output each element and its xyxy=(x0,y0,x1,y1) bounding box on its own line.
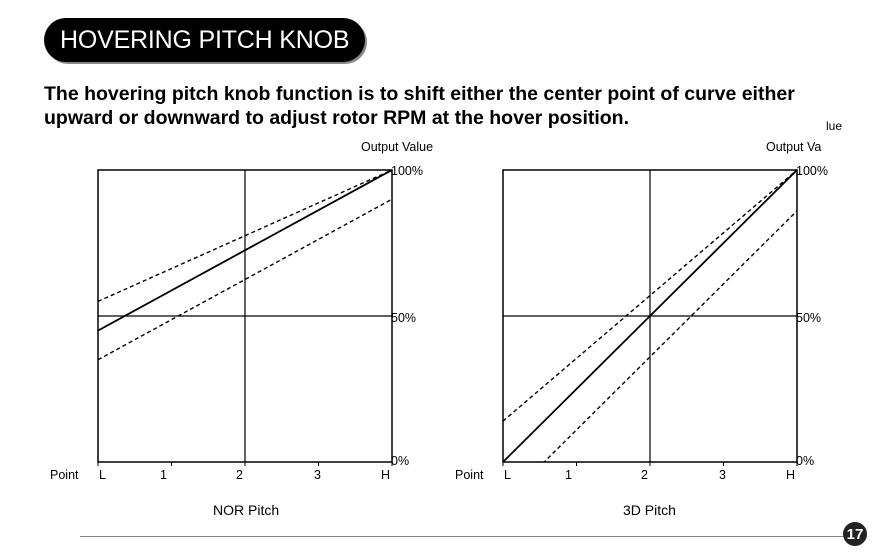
x-tick-2: 2 xyxy=(236,468,243,482)
x-axis-prefix: Point xyxy=(455,468,484,482)
x-tick-2: 2 xyxy=(641,468,648,482)
x-tick-H: H xyxy=(381,468,391,482)
y-axis-label: Output Va xyxy=(766,140,822,154)
series-group xyxy=(98,170,392,361)
y-tick-50: 50% xyxy=(796,311,822,325)
series-group xyxy=(503,170,797,462)
chart-caption: 3D Pitch xyxy=(623,502,676,518)
stray-label: lue xyxy=(826,119,843,133)
x-tick-3: 3 xyxy=(719,468,726,482)
page-number: 17 xyxy=(843,522,867,546)
3d-pitch-plot xyxy=(502,169,798,466)
x-tick-1: 1 xyxy=(160,468,167,482)
nor-pitch-chart: Output Value Point 100% 50% 0% L 1 2 3 H… xyxy=(40,138,460,528)
shifted-curve-line-1 xyxy=(503,170,797,422)
x-tick-H: H xyxy=(786,468,796,482)
y-tick-100: 100% xyxy=(796,164,828,178)
y-tick-0: 0% xyxy=(796,454,815,468)
x-tick-L: L xyxy=(504,468,511,482)
x-tick-3: 3 xyxy=(314,468,321,482)
nor-pitch-plot xyxy=(97,169,393,466)
page-title: HOVERING PITCH KNOB xyxy=(44,18,366,62)
shifted-curve-line-1 xyxy=(98,170,392,303)
curve-line xyxy=(98,170,392,332)
y-tick-100: 100% xyxy=(391,164,423,178)
y-tick-50: 50% xyxy=(391,311,417,325)
3d-pitch-chart: Output Va Point 100% 50% 0% L 1 2 3 H 3D… xyxy=(445,138,865,528)
footer-rule xyxy=(80,536,846,537)
y-axis-label: Output Value xyxy=(361,140,434,154)
x-axis-prefix: Point xyxy=(50,468,79,482)
chart-caption: NOR Pitch xyxy=(213,502,280,518)
y-tick-0: 0% xyxy=(391,454,410,468)
x-tick-L: L xyxy=(99,468,106,482)
curve-line xyxy=(503,170,797,462)
x-tick-1: 1 xyxy=(565,468,572,482)
shifted-curve-line-2 xyxy=(543,210,797,462)
intro-paragraph: The hovering pitch knob function is to s… xyxy=(44,83,795,129)
